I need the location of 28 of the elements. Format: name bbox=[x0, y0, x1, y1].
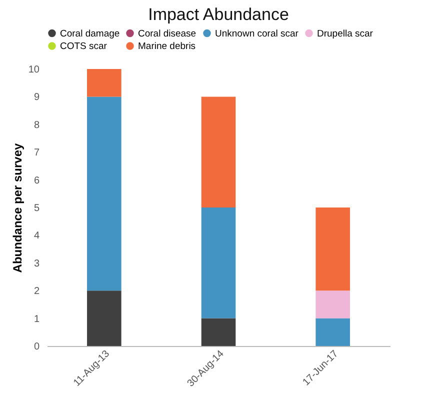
legend-label: Unknown coral scar bbox=[215, 28, 298, 40]
y-axis-title: Abundance per survey bbox=[10, 142, 24, 273]
y-tick-label: 8 bbox=[34, 120, 40, 131]
y-tick-label: 6 bbox=[34, 175, 40, 186]
y-tick-label: 9 bbox=[34, 92, 40, 104]
bar bbox=[87, 290, 122, 346]
legend-label: Coral damage bbox=[60, 28, 120, 40]
legend-label: Marine debris bbox=[138, 41, 196, 52]
y-tick-label: 0 bbox=[34, 342, 40, 352]
legend-label: Coral disease bbox=[138, 28, 196, 40]
y-tick-label: 5 bbox=[34, 203, 40, 214]
bar bbox=[87, 96, 122, 291]
bar bbox=[87, 69, 122, 97]
bar bbox=[201, 208, 236, 318]
bar bbox=[201, 318, 236, 346]
chart-title: Impact Abundance bbox=[148, 5, 289, 24]
y-tick-label: 4 bbox=[34, 230, 40, 242]
bar bbox=[316, 290, 350, 318]
y-tick-label: 2 bbox=[34, 286, 40, 298]
y-tick-label: 3 bbox=[34, 258, 40, 270]
y-tick-label: 10 bbox=[28, 64, 40, 76]
legend-label: COTS scar bbox=[60, 41, 107, 52]
bar bbox=[201, 96, 236, 208]
y-tick-label: 1 bbox=[34, 314, 40, 325]
y-tick-label: 7 bbox=[34, 148, 40, 159]
bar bbox=[316, 208, 350, 291]
legend-label: Drupella scar bbox=[317, 28, 373, 40]
bar bbox=[316, 318, 350, 346]
